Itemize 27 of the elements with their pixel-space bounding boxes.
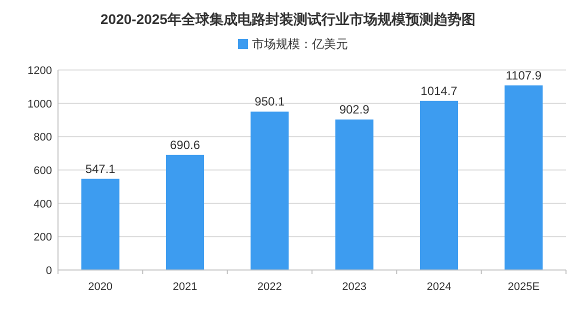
bar <box>81 178 120 270</box>
y-tick-label: 400 <box>34 198 52 210</box>
data-label: 690.6 <box>170 138 200 152</box>
y-tick-label: 800 <box>34 132 52 144</box>
data-label: 902.9 <box>339 102 370 117</box>
data-label: 1014.7 <box>420 84 458 98</box>
legend: 市场规模：亿美元 <box>238 37 348 51</box>
x-tick-label: 2021 <box>172 281 198 293</box>
y-tick-label: 1000 <box>28 98 52 110</box>
x-tick-label: 2023 <box>342 281 367 293</box>
data-label: 1107.9 <box>506 68 542 82</box>
bar <box>504 85 543 270</box>
data-label: 547.1 <box>85 162 116 176</box>
x-tick-label: 2020 <box>88 281 113 293</box>
y-tick-label: 0 <box>46 265 52 277</box>
x-tick-label: 2024 <box>426 281 452 293</box>
y-tick-label: 600 <box>34 165 52 177</box>
bar <box>420 100 458 270</box>
x-tick-label: 2025E <box>508 281 540 293</box>
x-tick-label: 2022 <box>257 281 282 293</box>
bar <box>166 154 204 270</box>
bar <box>250 112 289 270</box>
bar <box>335 120 374 270</box>
y-tick-label: 1200 <box>28 65 52 77</box>
chart-title: 2020-2025年全球集成电路封装测试行业市场规模预测趋势图 <box>100 11 476 27</box>
data-label: 950.1 <box>254 94 286 109</box>
y-tick-label: 200 <box>34 232 52 244</box>
